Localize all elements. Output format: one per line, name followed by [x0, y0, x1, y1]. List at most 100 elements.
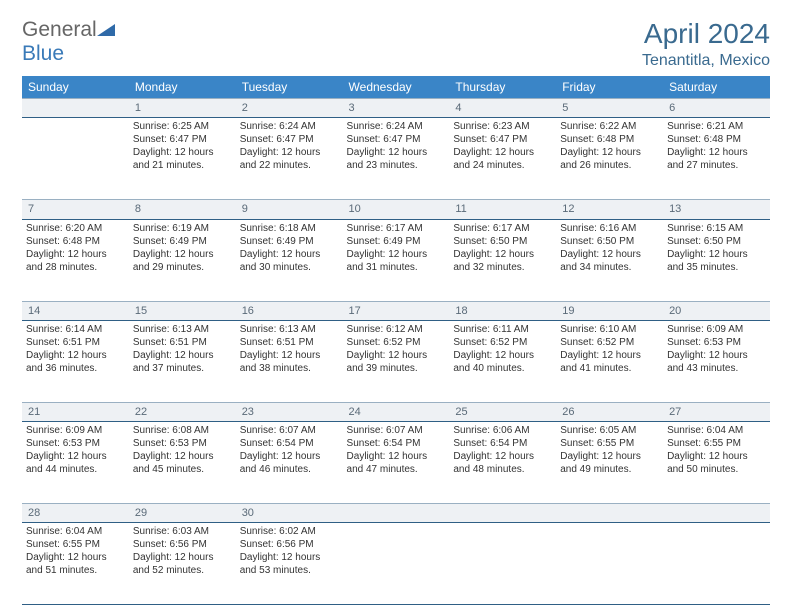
day-cell-line: Sunset: 6:55 PM — [26, 538, 125, 551]
week-row: Sunrise: 6:20 AMSunset: 6:48 PMDaylight:… — [22, 219, 770, 301]
day-cell-line: Sunset: 6:48 PM — [667, 133, 766, 146]
day-cell-line: Sunrise: 6:18 AM — [240, 222, 339, 235]
day-cell-line: Sunset: 6:48 PM — [26, 235, 125, 248]
logo-text-b: Blue — [22, 42, 64, 65]
day-cell-line: Sunset: 6:54 PM — [453, 437, 552, 450]
day-cell: Sunrise: 6:08 AMSunset: 6:53 PMDaylight:… — [129, 422, 236, 504]
day-cell: Sunrise: 6:06 AMSunset: 6:54 PMDaylight:… — [449, 422, 556, 504]
day-cell: Sunrise: 6:18 AMSunset: 6:49 PMDaylight:… — [236, 219, 343, 301]
day-cell-line: and 47 minutes. — [347, 463, 446, 476]
day-cell: Sunrise: 6:09 AMSunset: 6:53 PMDaylight:… — [663, 320, 770, 402]
day-cell: Sunrise: 6:25 AMSunset: 6:47 PMDaylight:… — [129, 118, 236, 200]
day-cell-line: Daylight: 12 hours — [240, 551, 339, 564]
calendar-table: SundayMondayTuesdayWednesdayThursdayFrid… — [22, 76, 770, 605]
day-cell-line: Sunset: 6:51 PM — [26, 336, 125, 349]
day-cell-line: Daylight: 12 hours — [560, 146, 659, 159]
day-cell-line: Daylight: 12 hours — [667, 146, 766, 159]
weekday-header: Tuesday — [236, 76, 343, 99]
day-cell-line: Sunset: 6:47 PM — [453, 133, 552, 146]
day-number: 13 — [663, 200, 770, 219]
day-cell-line: and 29 minutes. — [133, 261, 232, 274]
day-cell-line: Sunset: 6:53 PM — [26, 437, 125, 450]
day-number: 2 — [236, 99, 343, 118]
title-block: April 2024 Tenantitla, Mexico — [642, 18, 770, 70]
day-number — [556, 504, 663, 523]
day-cell: Sunrise: 6:19 AMSunset: 6:49 PMDaylight:… — [129, 219, 236, 301]
day-cell-line: Daylight: 12 hours — [667, 248, 766, 261]
day-cell: Sunrise: 6:09 AMSunset: 6:53 PMDaylight:… — [22, 422, 129, 504]
day-cell-line: Sunset: 6:51 PM — [133, 336, 232, 349]
day-cell-line: and 43 minutes. — [667, 362, 766, 375]
weekday-header: Monday — [129, 76, 236, 99]
day-number: 3 — [343, 99, 450, 118]
day-cell-line: and 38 minutes. — [240, 362, 339, 375]
day-cell-line: Sunrise: 6:05 AM — [560, 424, 659, 437]
day-cell-line: and 28 minutes. — [26, 261, 125, 274]
day-cell-line: Sunset: 6:55 PM — [667, 437, 766, 450]
day-cell-line: and 34 minutes. — [560, 261, 659, 274]
day-cell-line: Daylight: 12 hours — [453, 349, 552, 362]
day-cell-line: and 51 minutes. — [26, 564, 125, 577]
day-number: 5 — [556, 99, 663, 118]
day-cell-line: Sunset: 6:50 PM — [453, 235, 552, 248]
day-cell — [343, 523, 450, 605]
day-number: 23 — [236, 402, 343, 421]
day-cell-line: Daylight: 12 hours — [560, 450, 659, 463]
day-cell: Sunrise: 6:05 AMSunset: 6:55 PMDaylight:… — [556, 422, 663, 504]
day-cell-line: Sunset: 6:52 PM — [453, 336, 552, 349]
weekday-header: Sunday — [22, 76, 129, 99]
day-cell-line: and 27 minutes. — [667, 159, 766, 172]
day-cell: Sunrise: 6:04 AMSunset: 6:55 PMDaylight:… — [22, 523, 129, 605]
day-cell: Sunrise: 6:14 AMSunset: 6:51 PMDaylight:… — [22, 320, 129, 402]
day-number: 1 — [129, 99, 236, 118]
day-cell-line: Sunset: 6:49 PM — [240, 235, 339, 248]
day-cell-line: Daylight: 12 hours — [667, 349, 766, 362]
day-cell — [22, 118, 129, 200]
day-cell: Sunrise: 6:13 AMSunset: 6:51 PMDaylight:… — [129, 320, 236, 402]
day-number: 12 — [556, 200, 663, 219]
day-cell-line: Sunrise: 6:09 AM — [26, 424, 125, 437]
day-cell-line: Sunset: 6:56 PM — [240, 538, 339, 551]
day-number: 14 — [22, 301, 129, 320]
day-cell-line: Sunrise: 6:24 AM — [347, 120, 446, 133]
day-cell-line: Daylight: 12 hours — [240, 146, 339, 159]
day-cell-line: and 49 minutes. — [560, 463, 659, 476]
day-cell-line: and 26 minutes. — [560, 159, 659, 172]
day-cell: Sunrise: 6:02 AMSunset: 6:56 PMDaylight:… — [236, 523, 343, 605]
day-cell-line: Daylight: 12 hours — [560, 349, 659, 362]
day-cell-line: Daylight: 12 hours — [133, 146, 232, 159]
day-cell-line: Sunset: 6:52 PM — [347, 336, 446, 349]
weekday-header: Saturday — [663, 76, 770, 99]
day-cell-line: and 37 minutes. — [133, 362, 232, 375]
day-number: 22 — [129, 402, 236, 421]
day-cell-line: Sunrise: 6:25 AM — [133, 120, 232, 133]
day-cell-line: Sunrise: 6:08 AM — [133, 424, 232, 437]
day-cell-line: and 23 minutes. — [347, 159, 446, 172]
day-cell-line: Sunset: 6:47 PM — [133, 133, 232, 146]
day-number-row: 282930 — [22, 504, 770, 523]
logo-text-a: General — [22, 18, 97, 41]
day-cell-line: and 35 minutes. — [667, 261, 766, 274]
day-number-row: 123456 — [22, 99, 770, 118]
day-cell-line: and 31 minutes. — [347, 261, 446, 274]
day-number: 15 — [129, 301, 236, 320]
day-cell: Sunrise: 6:04 AMSunset: 6:55 PMDaylight:… — [663, 422, 770, 504]
day-cell-line: Daylight: 12 hours — [133, 248, 232, 261]
day-number-row: 78910111213 — [22, 200, 770, 219]
day-number: 25 — [449, 402, 556, 421]
day-cell-line: Daylight: 12 hours — [240, 349, 339, 362]
day-cell-line: and 22 minutes. — [240, 159, 339, 172]
day-number — [22, 99, 129, 118]
week-row: Sunrise: 6:14 AMSunset: 6:51 PMDaylight:… — [22, 320, 770, 402]
day-cell-line: Daylight: 12 hours — [26, 551, 125, 564]
day-cell-line: Sunrise: 6:07 AM — [240, 424, 339, 437]
day-cell-line: Sunset: 6:54 PM — [347, 437, 446, 450]
day-cell-line: Sunset: 6:47 PM — [347, 133, 446, 146]
day-cell-line: Sunrise: 6:19 AM — [133, 222, 232, 235]
day-cell-line: and 36 minutes. — [26, 362, 125, 375]
day-cell-line: Sunrise: 6:22 AM — [560, 120, 659, 133]
day-cell-line: Daylight: 12 hours — [133, 551, 232, 564]
day-cell-line: Sunrise: 6:17 AM — [347, 222, 446, 235]
day-cell-line: Daylight: 12 hours — [453, 248, 552, 261]
day-number: 10 — [343, 200, 450, 219]
